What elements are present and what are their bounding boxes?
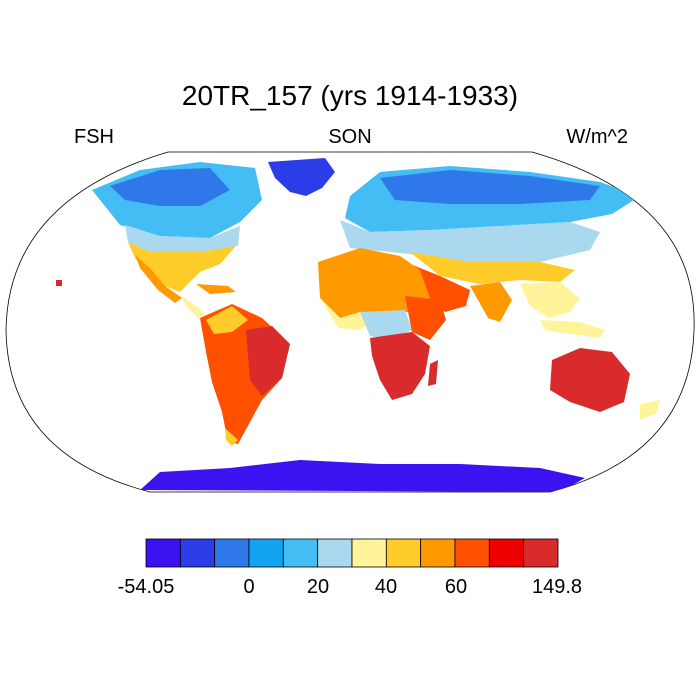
- central-asia: [410, 252, 575, 284]
- colorbar-swatch: [488, 538, 525, 568]
- colorbar-tick-label: 20: [306, 576, 330, 598]
- central-america: [182, 296, 205, 318]
- north-america-south: [128, 242, 236, 292]
- caribbean: [196, 284, 236, 294]
- southern-africa: [370, 332, 430, 400]
- east-africa: [405, 296, 446, 340]
- colorbar-swatch: [145, 538, 181, 568]
- south-america-north: [206, 306, 248, 334]
- colorbar-swatch: [179, 538, 216, 568]
- africa-west: [320, 298, 378, 330]
- south-america-tip: [225, 428, 238, 446]
- colorbar-swatch: [523, 538, 559, 568]
- colorbar-tick-label: 149.8: [531, 576, 583, 598]
- north-africa: [318, 248, 430, 318]
- colorbar-swatch: [248, 538, 284, 568]
- colorbar-swatch: [420, 538, 456, 568]
- new-zealand: [640, 400, 660, 420]
- africa-central: [360, 310, 412, 340]
- season-label: SON: [328, 126, 372, 148]
- eurasia-mid: [340, 220, 600, 262]
- variable-label: FSH: [74, 126, 114, 148]
- colorbar-tick-label: 0: [243, 576, 255, 598]
- colorbar-swatch: [351, 538, 387, 568]
- eurasia-north-dark: [380, 170, 600, 204]
- antarctica: [140, 460, 585, 492]
- hawaii: [56, 280, 62, 286]
- colorbar-swatch: [385, 538, 422, 568]
- madagascar: [428, 360, 438, 386]
- colorbar-swatch: [214, 538, 250, 568]
- colorbar-tick-label: 40: [374, 576, 398, 598]
- colorbar-tick-label: 60: [444, 576, 468, 598]
- colorbar-tick-label: -54.05: [117, 576, 175, 598]
- mexico: [135, 255, 182, 303]
- north-america-mid: [125, 225, 240, 252]
- indonesia: [540, 320, 605, 338]
- india: [470, 282, 512, 322]
- map-title: 20TR_157 (yrs 1914-1933): [181, 80, 519, 111]
- southeast-asia: [520, 282, 580, 318]
- greenland: [268, 158, 335, 196]
- colorbar-swatch: [317, 538, 353, 568]
- australia: [550, 348, 630, 412]
- north-america-north-dark: [110, 168, 230, 206]
- colorbar-swatch: [454, 538, 490, 568]
- colorbar-swatch: [282, 538, 319, 568]
- units-label: W/m^2: [566, 126, 628, 148]
- south-america-east: [246, 326, 290, 396]
